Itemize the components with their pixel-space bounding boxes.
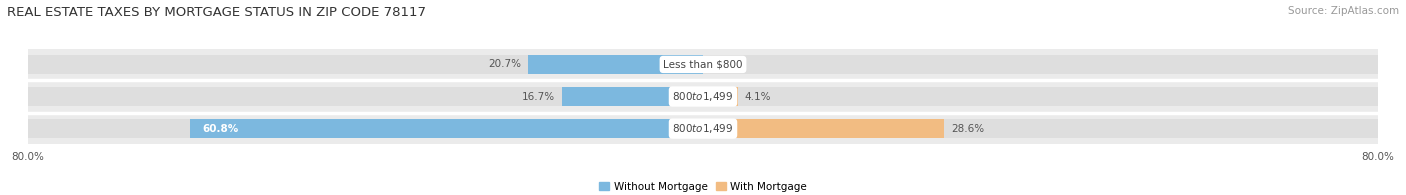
Text: 28.6%: 28.6%: [950, 124, 984, 134]
Bar: [703, 87, 738, 106]
Text: 4.1%: 4.1%: [744, 91, 770, 102]
Bar: [28, 113, 1378, 144]
Bar: [703, 119, 945, 138]
Text: Source: ZipAtlas.com: Source: ZipAtlas.com: [1288, 6, 1399, 16]
Text: 20.7%: 20.7%: [489, 59, 522, 69]
Bar: [190, 119, 703, 138]
Text: $800 to $1,499: $800 to $1,499: [672, 122, 734, 135]
Text: $800 to $1,499: $800 to $1,499: [672, 90, 734, 103]
Bar: [28, 87, 1378, 106]
Text: 0.0%: 0.0%: [710, 59, 735, 69]
Text: 16.7%: 16.7%: [522, 91, 555, 102]
Bar: [28, 81, 1378, 112]
Bar: [28, 55, 1378, 74]
Text: Less than $800: Less than $800: [664, 59, 742, 69]
Text: REAL ESTATE TAXES BY MORTGAGE STATUS IN ZIP CODE 78117: REAL ESTATE TAXES BY MORTGAGE STATUS IN …: [7, 6, 426, 19]
Bar: [529, 55, 703, 74]
Text: 60.8%: 60.8%: [202, 124, 239, 134]
Bar: [28, 49, 1378, 80]
Legend: Without Mortgage, With Mortgage: Without Mortgage, With Mortgage: [595, 177, 811, 195]
Bar: [562, 87, 703, 106]
Bar: [28, 119, 1378, 138]
